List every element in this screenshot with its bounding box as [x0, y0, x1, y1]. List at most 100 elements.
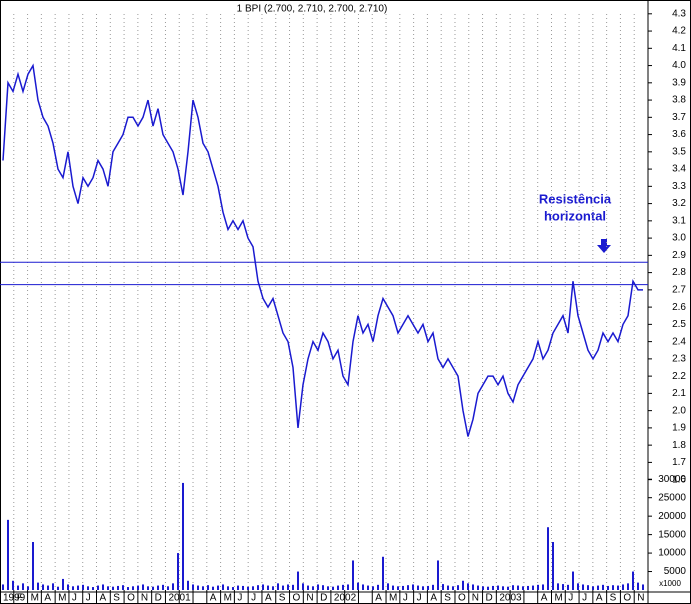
volume-bar [582, 584, 584, 590]
y-tick-label: 2.0 [672, 405, 686, 416]
volume-bar [77, 585, 79, 590]
x-tick-label: O [458, 593, 466, 604]
x-tick-label: D [486, 593, 493, 604]
volume-bar [457, 585, 459, 590]
y-tick-label: 3.7 [672, 112, 686, 123]
volume-bar [127, 587, 129, 590]
x-tick-label: A [100, 593, 107, 604]
volume-bar [162, 584, 164, 590]
y-tick-label: 3.3 [672, 181, 686, 192]
volume-unit: x1000 [659, 579, 681, 588]
volume-bar [597, 585, 599, 590]
volume-y-tick-label: 25000 [658, 492, 686, 503]
volume-bar [382, 556, 384, 590]
x-tick-label: M [224, 593, 232, 604]
volume-bar [422, 586, 424, 590]
volume-bar [527, 585, 529, 590]
volume-bar [337, 585, 339, 590]
volume-bar [632, 571, 634, 590]
volume-bar [207, 585, 209, 590]
x-tick-label: J [582, 593, 587, 604]
y-tick-label: 3.0 [672, 233, 686, 244]
x-tick-label: J [86, 593, 91, 604]
y-tick-label: 3.4 [672, 164, 686, 175]
volume-bar [462, 580, 464, 590]
volume-bar [447, 585, 449, 590]
volume-bar [62, 578, 64, 590]
volume-bar [272, 586, 274, 590]
volume-bar [317, 584, 319, 590]
y-tick-label: 3.5 [672, 146, 686, 157]
annotation: Resistência [539, 191, 612, 206]
x-tick-label: M [58, 593, 66, 604]
volume-bar [592, 586, 594, 590]
x-tick-label: S [444, 593, 451, 604]
volume-bar [452, 586, 454, 590]
volume-bar [497, 585, 499, 590]
x-tick-label: J [417, 593, 422, 604]
volume-bar [557, 583, 559, 590]
volume-bar [57, 586, 59, 590]
x-tick-label: 2002 [334, 593, 357, 604]
x-tick-label: S [113, 593, 120, 604]
volume-bar [567, 584, 569, 590]
x-tick-label: M [31, 593, 39, 604]
volume-bar [227, 586, 229, 590]
volume-bar [247, 586, 249, 590]
y-tick-label: 2.3 [672, 354, 686, 365]
annotation: horizontal [544, 208, 606, 223]
volume-bar [637, 582, 639, 590]
volume-y-tick-label: 10000 [658, 548, 686, 559]
volume-bar [102, 584, 104, 590]
volume-bar [112, 586, 114, 590]
volume-bar [107, 586, 109, 590]
volume-bar [547, 527, 549, 590]
y-tick-label: 3.9 [672, 77, 686, 88]
x-tick-label: N [141, 593, 148, 604]
volume-bar [612, 585, 614, 590]
volume-bar [137, 585, 139, 590]
volume-bar [252, 586, 254, 590]
x-tick-label: A [541, 593, 548, 604]
volume-bar [47, 585, 49, 590]
y-tick-label: 2.4 [672, 336, 686, 347]
volume-bar [37, 582, 39, 590]
y-tick-label: 2.6 [672, 302, 686, 313]
y-tick-label: 2.7 [672, 284, 686, 295]
volume-bar [607, 585, 609, 590]
x-tick-label: O [623, 593, 631, 604]
volume-bar [492, 585, 494, 590]
volume-bar [277, 583, 279, 590]
x-tick-label: 1999 [3, 593, 26, 604]
volume-bar [132, 586, 134, 590]
chart-title: 1 BPI (2.700, 2.710, 2.700, 2.710) [237, 4, 388, 15]
volume-bar [357, 582, 359, 590]
y-tick-label: 3.2 [672, 198, 686, 209]
volume-bar [402, 585, 404, 590]
volume-bar [97, 585, 99, 590]
volume-y-tick-label: 5000 [664, 566, 687, 577]
volume-bar [412, 584, 414, 590]
volume-bar [507, 586, 509, 590]
volume-bar [172, 583, 174, 590]
volume-bar [257, 585, 259, 590]
volume-bar [307, 585, 309, 590]
volume-bar [407, 585, 409, 590]
x-tick-label: A [596, 593, 603, 604]
x-tick-label: D [155, 593, 162, 604]
volume-bar [442, 584, 444, 590]
volume-y-tick-label: 20000 [658, 511, 686, 522]
volume-bar [517, 585, 519, 590]
y-tick-label: 1.9 [672, 423, 686, 434]
volume-bar [222, 584, 224, 590]
x-tick-label: N [306, 593, 313, 604]
volume-bar [232, 587, 234, 590]
y-tick-label: 2.5 [672, 319, 686, 330]
volume-bar [242, 585, 244, 590]
volume-bar [7, 519, 9, 590]
x-tick-label: M [554, 593, 562, 604]
volume-bar [352, 560, 354, 590]
volume-bar [267, 585, 269, 590]
